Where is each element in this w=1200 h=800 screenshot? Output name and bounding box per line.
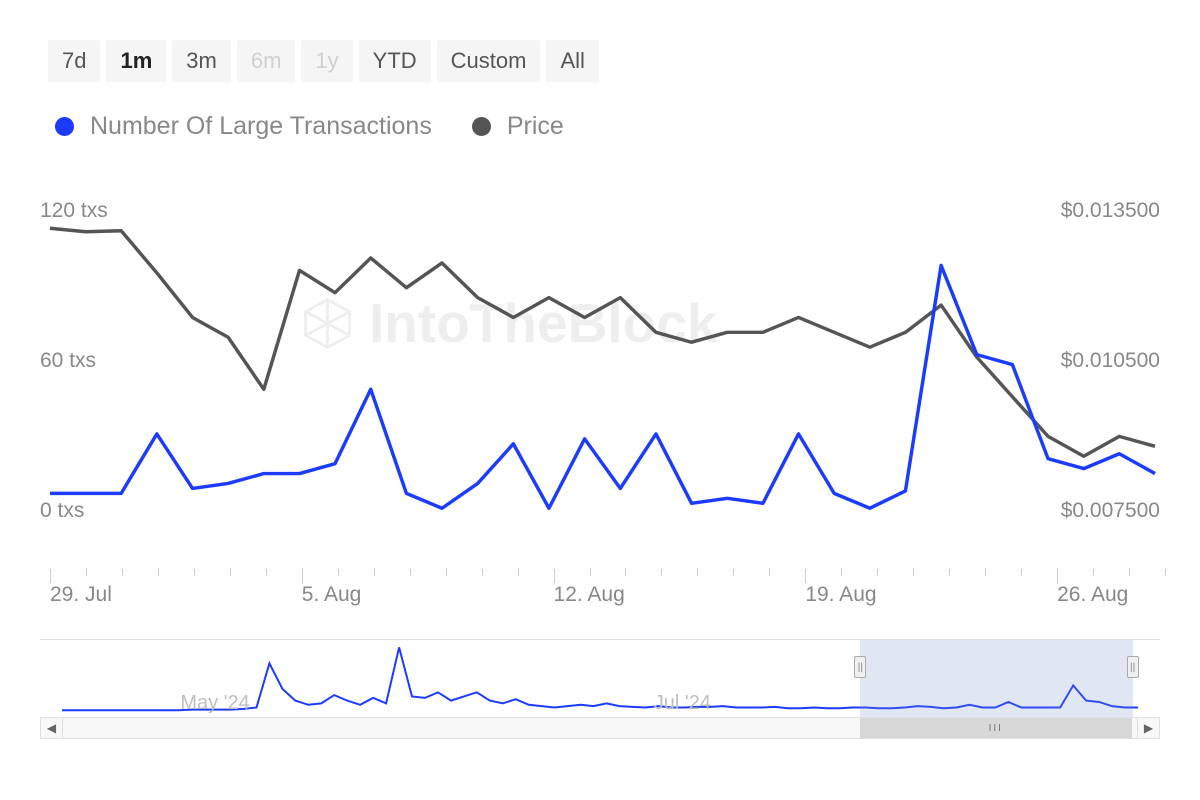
scroll-left-button[interactable]: ◀ <box>41 718 63 738</box>
navigator-selection[interactable] <box>860 640 1132 717</box>
x-tick-label: 26. Aug <box>1057 583 1128 607</box>
time-range-1y: 1y <box>301 40 352 82</box>
x-tick <box>1057 569 1058 583</box>
navigator-month-label: May '24 <box>180 692 249 715</box>
x-tick <box>697 569 698 576</box>
x-tick <box>733 569 734 576</box>
x-tick <box>194 569 195 576</box>
x-tick <box>122 569 123 576</box>
main-chart[interactable]: IntoTheBlock 120 txs60 txs0 txs $0.01350… <box>40 201 1160 561</box>
x-tick <box>302 569 303 583</box>
x-tick-label: 29. Jul <box>50 583 112 607</box>
legend-dot-price <box>472 117 491 136</box>
scroll-track[interactable]: III <box>63 718 1137 738</box>
x-tick <box>50 569 51 583</box>
x-tick <box>805 569 806 583</box>
x-tick <box>554 569 555 583</box>
x-tick <box>877 569 878 576</box>
time-range-all[interactable]: All <box>546 40 598 82</box>
x-tick <box>949 569 950 576</box>
x-tick <box>374 569 375 576</box>
legend-label-txs: Number Of Large Transactions <box>90 112 432 141</box>
line-txs <box>50 265 1155 508</box>
chart-plot <box>40 201 1160 518</box>
x-tick <box>1129 569 1130 576</box>
x-tick <box>518 569 519 576</box>
legend-item-price[interactable]: Price <box>472 112 564 141</box>
x-tick <box>482 569 483 576</box>
x-tick <box>769 569 770 576</box>
x-tick <box>230 569 231 576</box>
x-tick <box>338 569 339 576</box>
x-tick <box>1165 569 1166 576</box>
x-axis: 29. Jul 5. Aug 12. Aug 19. Aug 26. Aug <box>40 569 1160 609</box>
x-tick <box>410 569 411 576</box>
navigator-scrollbar: ◀ III ▶ <box>40 717 1160 739</box>
x-tick-label: 5. Aug <box>302 583 362 607</box>
x-tick <box>1021 569 1022 576</box>
x-tick <box>266 569 267 576</box>
time-range-ytd[interactable]: YTD <box>359 40 431 82</box>
x-tick <box>158 569 159 576</box>
x-tick-label: 19. Aug <box>805 583 876 607</box>
x-tick <box>985 569 986 576</box>
x-tick <box>625 569 626 576</box>
range-navigator[interactable]: May '24 Jul '24 || || ◀ III ▶ <box>40 639 1160 739</box>
legend-dot-txs <box>55 117 74 136</box>
x-tick <box>913 569 914 576</box>
chart-legend: Number Of Large Transactions Price <box>55 112 1160 141</box>
navigator-month-label: Jul '24 <box>654 692 711 715</box>
scroll-right-button[interactable]: ▶ <box>1137 718 1159 738</box>
time-range-custom[interactable]: Custom <box>437 40 541 82</box>
time-range-selector: 7d1m3m6m1yYTDCustomAll <box>48 40 1160 82</box>
time-range-1m[interactable]: 1m <box>106 40 166 82</box>
legend-label-price: Price <box>507 112 564 141</box>
line-price <box>50 228 1155 456</box>
x-tick <box>1093 569 1094 576</box>
x-tick <box>590 569 591 576</box>
time-range-7d[interactable]: 7d <box>48 40 100 82</box>
x-tick <box>841 569 842 576</box>
time-range-6m: 6m <box>237 40 296 82</box>
x-tick <box>86 569 87 576</box>
legend-item-txs[interactable]: Number Of Large Transactions <box>55 112 432 141</box>
x-tick-label: 12. Aug <box>554 583 625 607</box>
time-range-3m[interactable]: 3m <box>172 40 231 82</box>
navigator-handle-right[interactable]: || <box>1127 656 1139 678</box>
scroll-thumb[interactable]: III <box>860 718 1132 738</box>
navigator-chart[interactable]: May '24 Jul '24 || || <box>62 640 1138 717</box>
x-tick <box>661 569 662 576</box>
x-tick <box>446 569 447 576</box>
navigator-handle-left[interactable]: || <box>854 656 866 678</box>
